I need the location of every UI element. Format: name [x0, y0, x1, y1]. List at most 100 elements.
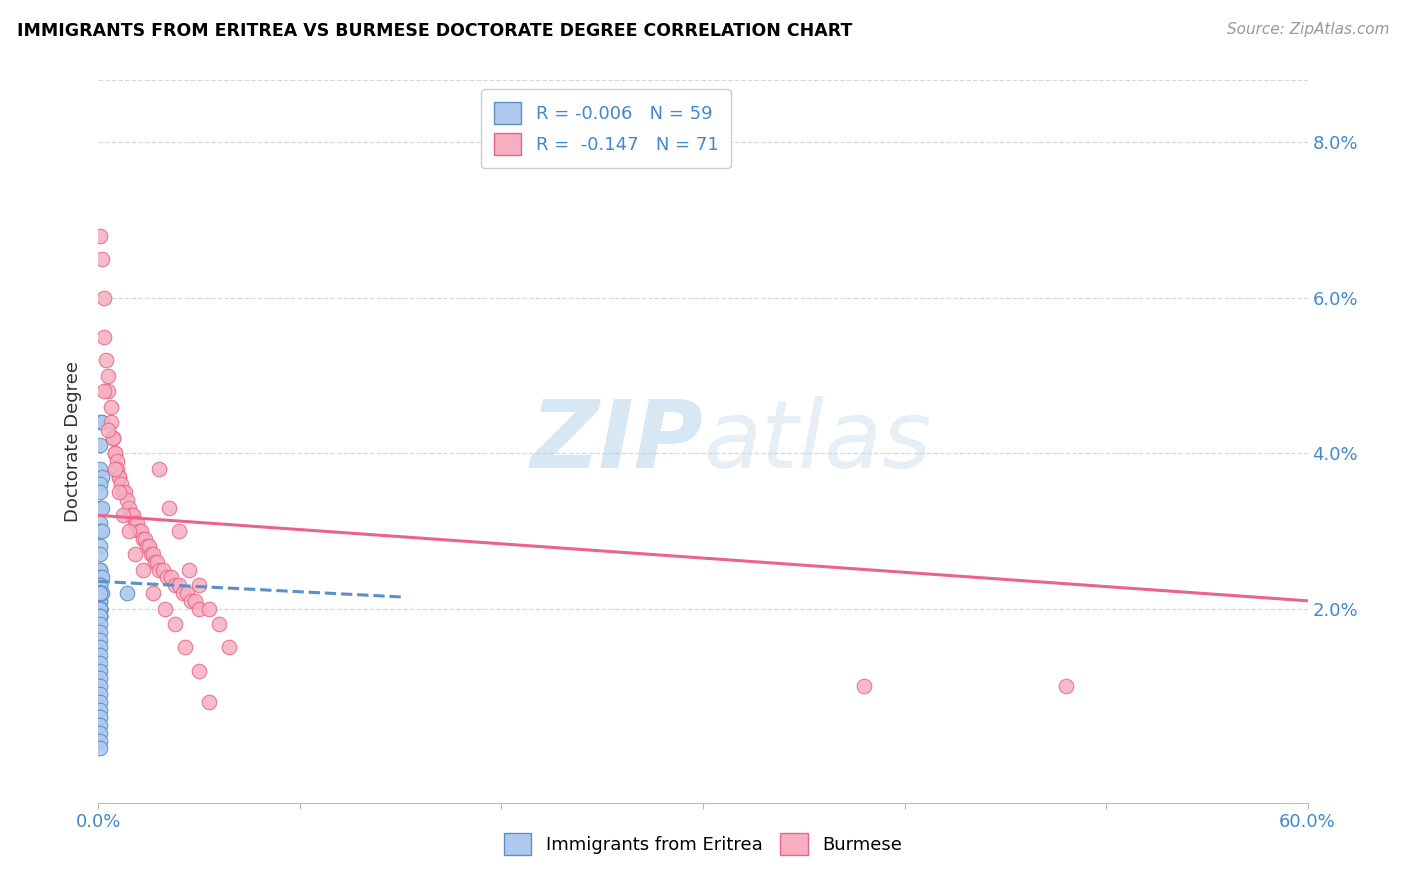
- Point: [188, 578, 211, 592]
- Point: [89, 741, 111, 756]
- Point: [93, 384, 115, 398]
- Point: [176, 586, 198, 600]
- Text: atlas: atlas: [703, 396, 931, 487]
- Point: [89, 679, 111, 693]
- Text: IMMIGRANTS FROM ERITREA VS BURMESE DOCTORATE DEGREE CORRELATION CHART: IMMIGRANTS FROM ERITREA VS BURMESE DOCTO…: [17, 22, 852, 40]
- Point: [89, 695, 111, 709]
- Legend: Immigrants from Eritrea, Burmese: Immigrants from Eritrea, Burmese: [496, 826, 910, 863]
- Point: [107, 469, 129, 483]
- Point: [174, 640, 197, 655]
- Point: [148, 563, 170, 577]
- Point: [103, 461, 125, 475]
- Point: [89, 687, 111, 701]
- Point: [110, 477, 132, 491]
- Point: [135, 540, 157, 554]
- Point: [198, 601, 221, 615]
- Point: [89, 656, 111, 670]
- Point: [89, 524, 111, 538]
- Point: [89, 228, 111, 243]
- Point: [105, 461, 128, 475]
- Point: [103, 446, 125, 460]
- Point: [172, 586, 194, 600]
- Point: [89, 578, 111, 592]
- Point: [89, 586, 111, 600]
- Point: [118, 500, 141, 515]
- Point: [91, 570, 114, 584]
- Point: [218, 640, 240, 655]
- Point: [89, 586, 111, 600]
- Point: [132, 532, 155, 546]
- Point: [89, 547, 111, 561]
- Point: [89, 477, 111, 491]
- Point: [89, 586, 111, 600]
- Point: [89, 609, 111, 624]
- Point: [111, 508, 134, 523]
- Point: [157, 500, 180, 515]
- Point: [101, 431, 124, 445]
- Point: [89, 624, 111, 639]
- Point: [167, 524, 190, 538]
- Point: [89, 601, 111, 615]
- Y-axis label: Doctorate Degree: Doctorate Degree: [65, 361, 83, 522]
- Point: [167, 578, 190, 592]
- Point: [89, 702, 111, 716]
- Point: [89, 601, 111, 615]
- Point: [96, 353, 118, 368]
- Point: [125, 516, 148, 530]
- Point: [152, 563, 174, 577]
- Point: [111, 485, 134, 500]
- Point: [89, 601, 111, 615]
- Point: [89, 540, 111, 554]
- Point: [153, 601, 176, 615]
- Point: [107, 469, 129, 483]
- Point: [160, 570, 183, 584]
- Point: [93, 291, 115, 305]
- Point: [129, 524, 152, 538]
- Point: [198, 695, 221, 709]
- Point: [134, 532, 156, 546]
- Point: [138, 540, 160, 554]
- Point: [89, 718, 111, 732]
- Point: [89, 726, 111, 740]
- Text: Source: ZipAtlas.com: Source: ZipAtlas.com: [1226, 22, 1389, 37]
- Point: [97, 384, 120, 398]
- Point: [163, 617, 186, 632]
- Point: [180, 594, 202, 608]
- Point: [89, 609, 111, 624]
- Point: [89, 563, 111, 577]
- Point: [188, 601, 211, 615]
- Point: [97, 423, 120, 437]
- Point: [89, 594, 111, 608]
- Point: [89, 500, 111, 515]
- Point: [208, 617, 231, 632]
- Point: [97, 368, 120, 383]
- Point: [89, 594, 111, 608]
- Point: [103, 446, 125, 460]
- Point: [89, 570, 111, 584]
- Point: [124, 547, 146, 561]
- Point: [89, 710, 111, 724]
- Point: [118, 524, 141, 538]
- Point: [93, 329, 115, 343]
- Point: [91, 252, 114, 266]
- Point: [142, 547, 165, 561]
- Point: [115, 492, 138, 507]
- Point: [89, 601, 111, 615]
- Point: [89, 632, 111, 647]
- Point: [89, 586, 111, 600]
- Point: [89, 601, 111, 615]
- Point: [143, 555, 166, 569]
- Point: [89, 586, 111, 600]
- Point: [89, 609, 111, 624]
- Point: [89, 485, 111, 500]
- Point: [91, 415, 114, 429]
- Point: [89, 609, 111, 624]
- Point: [156, 570, 179, 584]
- Point: [114, 485, 136, 500]
- Point: [89, 516, 111, 530]
- Point: [124, 516, 146, 530]
- Point: [89, 586, 111, 600]
- Point: [91, 500, 114, 515]
- Point: [853, 679, 876, 693]
- Point: [100, 415, 122, 429]
